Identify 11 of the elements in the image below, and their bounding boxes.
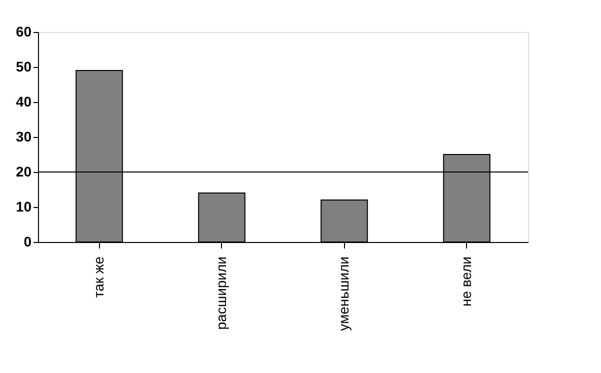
y-tick-label: 10 bbox=[16, 198, 32, 214]
y-tick-label: 40 bbox=[16, 94, 32, 110]
y-tick-label: 0 bbox=[24, 234, 32, 250]
x-tick-label: расширили bbox=[212, 256, 229, 330]
y-tick-label: 20 bbox=[16, 164, 32, 180]
x-tick-label: не вели bbox=[458, 256, 474, 306]
x-tick-label: так же bbox=[90, 256, 106, 298]
y-tick-label: 50 bbox=[16, 58, 32, 74]
y-tick-label: 60 bbox=[16, 24, 32, 40]
y-tick-label: 30 bbox=[16, 128, 32, 144]
x-tick-label: уменьшили bbox=[335, 256, 352, 331]
